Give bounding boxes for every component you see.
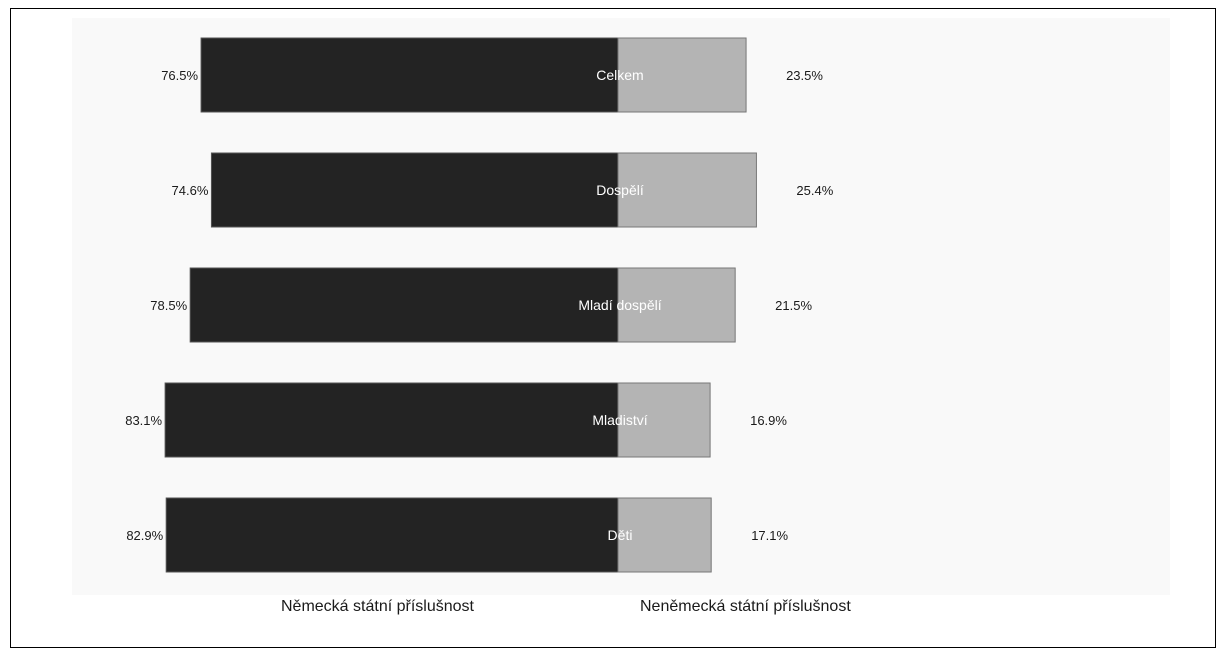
bar-german-celkem — [200, 37, 619, 113]
value-label-german-mladi-dospeli: 78.5% — [150, 298, 187, 313]
value-label-german-celkem: 76.5% — [161, 68, 198, 83]
bar-non-german-mladistvi — [617, 382, 711, 458]
bar-non-german-celkem — [617, 37, 747, 113]
legend-non-german-nationality: Neněmecká státní příslušnost — [640, 598, 851, 615]
category-label-deti: Děti — [608, 527, 633, 543]
category-label-mladi-dospeli: Mladí dospělí — [578, 297, 661, 313]
value-label-german-deti: 82.9% — [126, 528, 163, 543]
bar-non-german-mladi-dospeli — [617, 267, 736, 343]
category-label-celkem: Celkem — [596, 67, 643, 83]
bar-chart: 76.5% 23.5% Celkem 74.6% 25.4% Dospělí 78.5% 21… — [125, 37, 834, 573]
bar-german-deti — [165, 497, 619, 573]
value-label-german-dospeli: 74.6% — [172, 183, 209, 198]
bar-non-german-deti — [617, 497, 712, 573]
bar-non-german-dospeli — [617, 152, 757, 228]
category-label-dospeli: Dospělí — [596, 182, 644, 198]
value-label-non-german-mladi-dospeli: 21.5% — [775, 298, 812, 313]
bar-german-mladi-dospeli — [189, 267, 619, 343]
legend-german-nationality: Německá státní příslušnost — [281, 598, 474, 615]
category-label-mladistvi: Mladiství — [592, 412, 647, 428]
value-label-non-german-dospeli: 25.4% — [796, 183, 833, 198]
bar-german-mladistvi — [164, 382, 619, 458]
bar-german-dospeli — [210, 152, 619, 228]
value-label-german-mladistvi: 83.1% — [125, 413, 162, 428]
value-label-non-german-deti: 17.1% — [751, 528, 788, 543]
value-label-non-german-celkem: 23.5% — [786, 68, 823, 83]
value-label-non-german-mladistvi: 16.9% — [750, 413, 787, 428]
